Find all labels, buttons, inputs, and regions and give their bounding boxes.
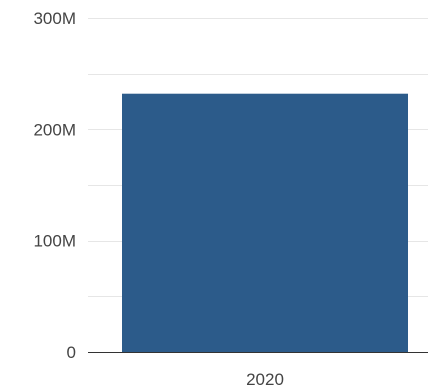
y-tick-label: 0	[67, 343, 76, 362]
bars	[122, 93, 408, 352]
x-axis-categories: 2020	[246, 370, 284, 389]
y-axis-ticks: 0 100M 200M 300M	[33, 9, 76, 362]
bar-2020[interactable]	[122, 93, 408, 352]
x-tick-label: 2020	[246, 370, 284, 389]
y-tick-label: 300M	[33, 9, 76, 28]
y-tick-label: 200M	[33, 120, 76, 139]
y-tick-label: 100M	[33, 232, 76, 251]
